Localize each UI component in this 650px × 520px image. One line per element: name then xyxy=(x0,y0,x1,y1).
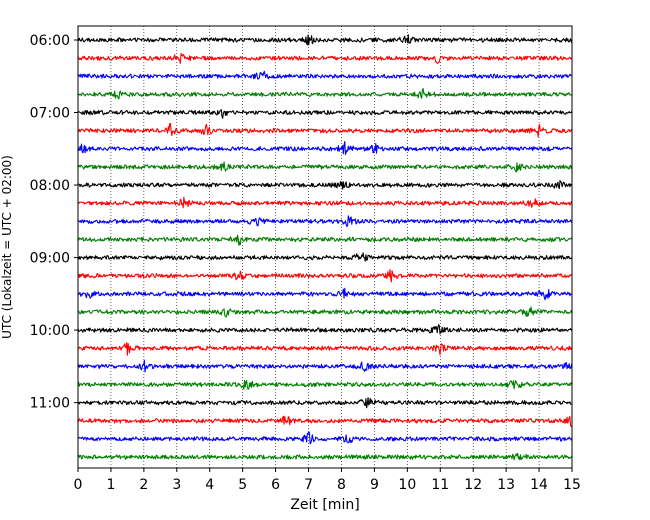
trace-group xyxy=(77,34,573,461)
plot-frame xyxy=(77,25,573,469)
trace-0830 xyxy=(77,215,573,228)
trace-1130 xyxy=(77,431,573,445)
x-tick-label: 2 xyxy=(139,477,148,493)
trace-1100 xyxy=(77,397,573,409)
trace-0945 xyxy=(77,306,573,318)
trace-1045 xyxy=(77,379,573,390)
x-axis: 0 1 2 3 4 5 6 7 8 9 10 11 12 13 14 15 xyxy=(74,468,581,493)
y-tick-label: 06:00 xyxy=(30,33,70,49)
trace-1115 xyxy=(77,415,573,428)
x-axis-title: Zeit [min] xyxy=(290,497,359,513)
x-tick-label: 15 xyxy=(563,477,581,493)
trace-0615 xyxy=(77,52,573,64)
y-axis: 06:00 07:00 08:00 09:00 10:00 11:00 xyxy=(30,33,78,412)
trace-0600 xyxy=(77,34,573,46)
x-tick-label: 9 xyxy=(370,477,379,493)
trace-0645 xyxy=(77,87,573,100)
trace-0700 xyxy=(77,109,573,119)
trace-1145 xyxy=(77,452,573,461)
y-tick-label: 07:00 xyxy=(30,106,70,122)
x-tick-label: 12 xyxy=(464,477,482,493)
x-tick-label: 14 xyxy=(530,477,548,493)
y-tick-label: 10:00 xyxy=(30,323,70,339)
trace-0745 xyxy=(77,161,573,173)
trace-0630 xyxy=(77,70,573,80)
trace-0715 xyxy=(77,123,573,138)
x-tick-label: 10 xyxy=(398,477,416,493)
x-tick-label: 5 xyxy=(238,477,247,493)
trace-1030 xyxy=(77,359,573,373)
x-tick-label: 11 xyxy=(431,477,449,493)
x-tick-label: 6 xyxy=(271,477,280,493)
x-tick-label: 4 xyxy=(205,477,214,493)
y-tick-label: 09:00 xyxy=(30,251,70,267)
trace-0815 xyxy=(77,196,573,209)
x-tick-label: 13 xyxy=(497,477,515,493)
x-tick-label: 8 xyxy=(337,477,346,493)
trace-1015 xyxy=(77,342,573,356)
y-axis-title: UTC (Lokalzeit = UTC + 02:00) xyxy=(0,155,14,339)
y-tick-label: 11:00 xyxy=(30,396,70,412)
x-tick-label: 1 xyxy=(106,477,115,493)
x-tick-label: 7 xyxy=(304,477,313,493)
trace-0900 xyxy=(77,252,573,262)
trace-0915 xyxy=(77,269,573,283)
trace-0800 xyxy=(77,179,573,190)
trace-0845 xyxy=(77,234,573,246)
trace-1000 xyxy=(77,324,573,335)
x-tick-label: 0 xyxy=(74,477,83,493)
trace-0930 xyxy=(77,287,573,301)
y-tick-label: 08:00 xyxy=(30,178,70,194)
trace-0730 xyxy=(77,141,573,155)
x-tick-label: 3 xyxy=(172,477,181,493)
